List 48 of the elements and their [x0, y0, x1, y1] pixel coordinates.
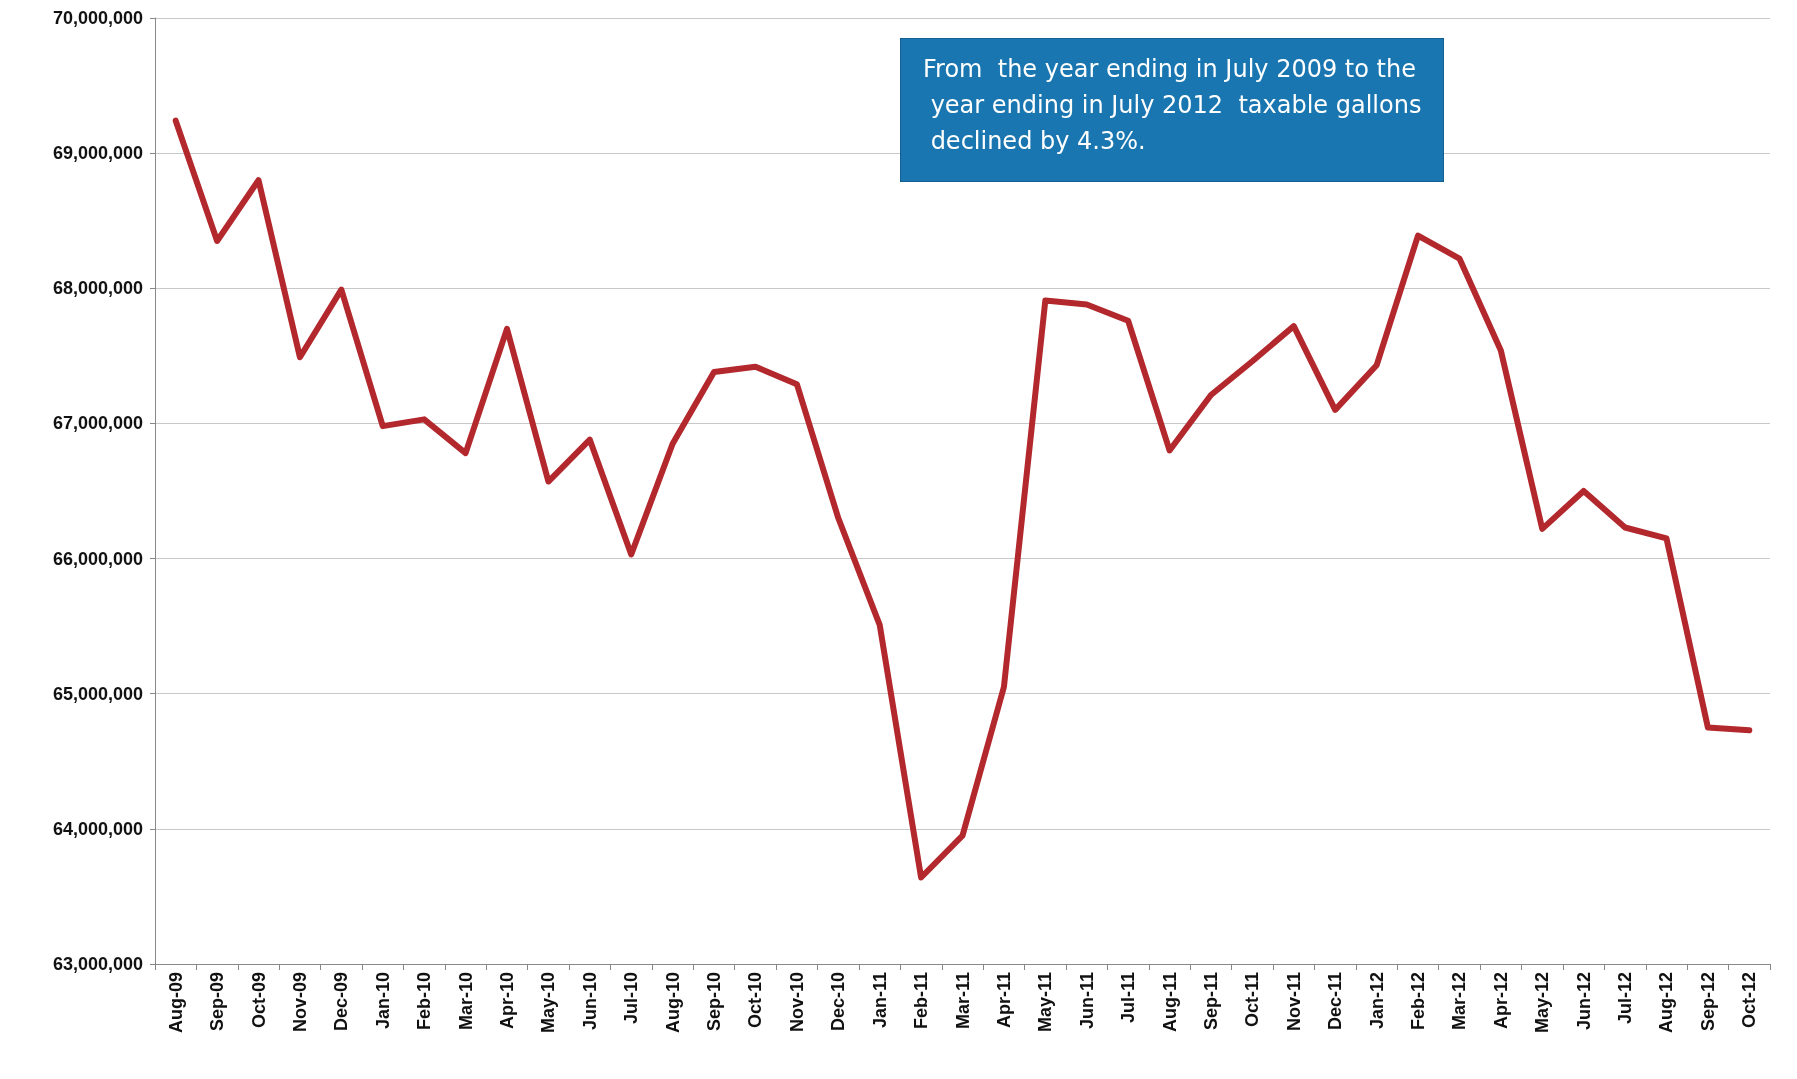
x-tick-label: Jul-12 — [1615, 972, 1636, 1025]
x-tick-label: Jan-12 — [1366, 972, 1387, 1030]
x-tick-label: Jan-10 — [372, 972, 393, 1030]
y-tick-label: 66,000,000 — [52, 548, 143, 569]
x-tick-label: Jun-10 — [579, 972, 600, 1031]
x-tick-label: May-12 — [1532, 972, 1553, 1034]
x-tick-label: Oct-11 — [1242, 972, 1263, 1028]
x-tick-label: Sep-12 — [1697, 972, 1718, 1032]
x-tick-label: May-10 — [538, 972, 559, 1034]
y-tick-label: 68,000,000 — [52, 278, 143, 299]
x-tick-label: Oct-12 — [1739, 972, 1760, 1029]
y-tick-label: 63,000,000 — [52, 954, 143, 974]
x-tick-label: Jun-11 — [1076, 972, 1097, 1030]
x-tick-label: Dec-11 — [1325, 972, 1346, 1031]
x-tick-label: Apr-11 — [993, 972, 1014, 1029]
x-tick-label: Aug-11 — [1159, 972, 1180, 1033]
annotation: From the year ending in July 2009 to the year ending in July 2012 taxable gallons declined by 4.3%. — [923, 55, 1422, 155]
x-tick-label: Jun-12 — [1573, 972, 1594, 1031]
x-tick-label: Dec-10 — [828, 972, 849, 1032]
x-tick-label: Dec-09 — [331, 972, 352, 1032]
y-tick-label: 67,000,000 — [52, 413, 143, 434]
x-tick-label: Jul-11 — [1118, 972, 1139, 1024]
x-tick-label: Mar-12 — [1449, 972, 1470, 1031]
y-tick-label: 64,000,000 — [52, 818, 143, 839]
x-tick-label: Mar-11 — [952, 972, 973, 1030]
y-tick-label: 70,000,000 — [52, 8, 143, 28]
x-tick-label: May-11 — [1035, 972, 1056, 1033]
x-tick-label: Aug-10 — [662, 972, 683, 1034]
x-tick-label: Sep-11 — [1200, 972, 1221, 1031]
x-tick-label: Mar-10 — [455, 972, 476, 1031]
x-tick-label: Feb-12 — [1408, 972, 1429, 1031]
x-tick-label: Nov-10 — [786, 972, 807, 1033]
x-tick-label: Feb-10 — [414, 972, 435, 1031]
x-tick-label: Aug-12 — [1656, 972, 1677, 1034]
x-tick-label: Oct-09 — [248, 972, 269, 1029]
x-tick-label: Jul-10 — [621, 972, 642, 1025]
x-tick-label: Nov-09 — [289, 972, 310, 1033]
x-tick-label: Feb-11 — [911, 972, 932, 1030]
y-tick-label: 65,000,000 — [52, 683, 143, 704]
x-tick-label: Sep-09 — [207, 972, 228, 1032]
x-tick-label: Apr-10 — [496, 972, 517, 1030]
x-tick-label: Aug-09 — [165, 972, 186, 1034]
x-tick-label: Apr-12 — [1490, 972, 1511, 1030]
x-tick-label: Sep-10 — [704, 972, 725, 1032]
y-tick-label: 69,000,000 — [52, 143, 143, 164]
x-tick-label: Jan-11 — [869, 972, 890, 1029]
x-tick-label: Nov-11 — [1283, 972, 1304, 1032]
x-tick-label: Oct-10 — [745, 972, 766, 1029]
